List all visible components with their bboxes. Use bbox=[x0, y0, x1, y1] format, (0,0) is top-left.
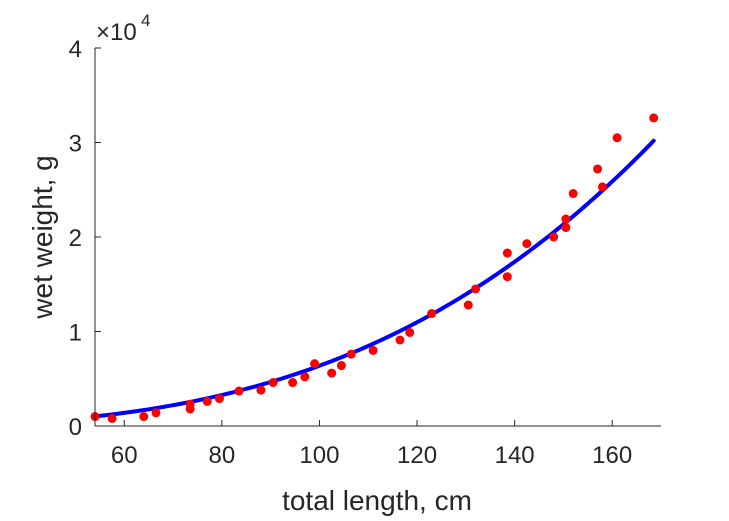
data-point bbox=[597, 182, 607, 192]
data-point bbox=[214, 394, 224, 404]
data-point bbox=[502, 248, 512, 258]
data-point bbox=[395, 335, 405, 345]
data-point bbox=[151, 408, 161, 418]
data-point bbox=[368, 345, 378, 355]
y-tick-label: 4 bbox=[69, 36, 82, 63]
data-point bbox=[612, 133, 622, 143]
y-axis-label: wet weight, g bbox=[27, 155, 58, 319]
data-point bbox=[256, 385, 266, 395]
data-point bbox=[139, 412, 149, 422]
x-tick-label: 60 bbox=[111, 442, 138, 469]
fit-curve bbox=[93, 138, 656, 419]
data-point bbox=[268, 378, 278, 388]
data-point bbox=[300, 372, 310, 382]
data-points bbox=[90, 113, 659, 423]
data-point bbox=[471, 284, 481, 294]
data-point bbox=[310, 359, 320, 369]
data-point bbox=[327, 368, 337, 378]
x-tick-label: 140 bbox=[495, 442, 535, 469]
y-axis-exponent: ×10 4 bbox=[96, 11, 150, 46]
x-tick-label: 160 bbox=[592, 442, 632, 469]
data-point bbox=[405, 327, 415, 337]
y-exponent-base: ×10 bbox=[96, 19, 137, 46]
x-tick-label: 120 bbox=[397, 442, 437, 469]
data-point bbox=[288, 378, 298, 388]
x-tick-label: 100 bbox=[299, 442, 339, 469]
data-point bbox=[463, 300, 473, 310]
data-point bbox=[593, 164, 603, 174]
data-point bbox=[649, 113, 659, 123]
data-point bbox=[522, 239, 532, 249]
x-axis-label: total length, cm bbox=[282, 485, 472, 516]
data-point bbox=[107, 413, 117, 423]
x-tick-label: 80 bbox=[209, 442, 236, 469]
y-tick-label: 2 bbox=[69, 225, 82, 252]
data-point bbox=[185, 399, 195, 409]
y-tick-label: 1 bbox=[69, 320, 82, 347]
data-point bbox=[427, 309, 437, 319]
data-point bbox=[561, 223, 571, 233]
data-point bbox=[568, 189, 578, 199]
y-tick-label: 3 bbox=[69, 131, 82, 158]
plot-area bbox=[90, 113, 659, 423]
data-point bbox=[549, 232, 559, 242]
data-point bbox=[561, 214, 571, 224]
data-point bbox=[202, 396, 212, 406]
x-axis-ticks: 60 80 100 120 140 160 bbox=[111, 420, 632, 469]
y-exponent-power: 4 bbox=[141, 11, 150, 30]
data-point bbox=[336, 361, 346, 371]
data-point bbox=[234, 386, 244, 396]
data-point bbox=[502, 272, 512, 282]
y-axis-ticks: 0 1 2 3 4 bbox=[69, 36, 101, 441]
y-tick-label: 0 bbox=[69, 414, 82, 441]
data-point bbox=[346, 349, 356, 359]
